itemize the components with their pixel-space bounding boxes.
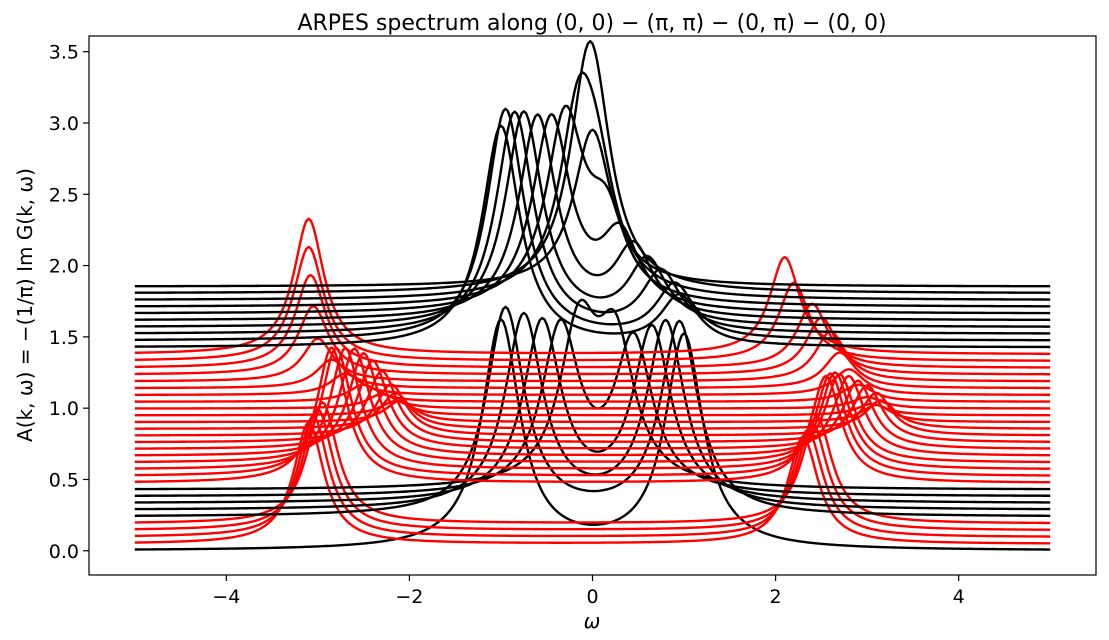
spectrum-curve-24 (134, 351, 1051, 390)
spectrum-curve-23 (134, 368, 1051, 396)
spectrum-curve-32 (134, 110, 1051, 335)
y-axis-ticks: 0.0 0.5 1.0 1.5 2.0 2.5 3.0 3.5 (49, 42, 89, 563)
spectrum-curve-8 (134, 318, 1051, 497)
spectrum-curve-26 (134, 304, 1051, 376)
spectrum-curve-38 (134, 40, 1051, 294)
spectrum-curve-33 (134, 110, 1051, 328)
chart-title: ARPES spectrum along (0, 0) − (π, π) − (… (297, 11, 886, 36)
spectrum-curve-22 (134, 383, 1051, 403)
spectrum-curve-9 (134, 298, 1051, 491)
spectrum-curve-35 (134, 112, 1051, 315)
spectrum-curve-30 (134, 124, 1051, 349)
x-tick-label: 0 (586, 586, 598, 608)
spectral-curves (134, 40, 1051, 551)
spectrum-curve-11 (134, 346, 1051, 477)
y-tick-label: 0.0 (49, 541, 79, 563)
spectrum-curve-31 (134, 107, 1051, 342)
y-tick-label: 0.5 (49, 469, 79, 491)
y-tick-label: 3.5 (49, 42, 79, 64)
spectrum-curve-16 (134, 369, 1051, 444)
spectrum-curve-25 (134, 330, 1051, 383)
spectrum-curve-10 (134, 346, 1051, 484)
spectrum-curve-37 (134, 71, 1051, 301)
x-tick-label: 2 (770, 586, 782, 608)
spectrum-curve-14 (134, 351, 1051, 457)
x-axis-ticks: −4 −2 0 2 4 (212, 575, 965, 608)
spectrum-curve-36 (134, 104, 1051, 308)
spectrum-curve-20 (134, 399, 1051, 417)
y-tick-label: 2.5 (49, 184, 79, 206)
spectrum-curve-1 (134, 421, 1051, 545)
spectrum-curve-4 (134, 401, 1051, 525)
x-axis-label: ω (584, 609, 601, 633)
spectrum-curve-5 (134, 305, 1051, 517)
spectrum-curve-34 (134, 113, 1051, 322)
spectrum-curve-39 (134, 128, 1051, 288)
y-tick-label: 3.0 (49, 113, 79, 135)
spectrum-curve-7 (134, 316, 1051, 504)
x-tick-label: 4 (953, 586, 965, 608)
spectrum-curve-0 (134, 318, 1051, 551)
spectrum-curve-13 (134, 347, 1051, 464)
spectrum-curve-17 (134, 383, 1051, 437)
x-tick-label: −2 (395, 586, 423, 608)
spectrum-curve-15 (134, 359, 1051, 450)
y-tick-label: 2.0 (49, 256, 79, 278)
spectrum-curve-12 (134, 346, 1051, 470)
y-axis-label: A(k, ω) = −(1/π) Im G(k, ω) (13, 168, 37, 442)
x-tick-label: −4 (212, 586, 240, 608)
spectrum-curve-19 (134, 399, 1051, 424)
spectrum-curve-18 (134, 391, 1051, 430)
y-tick-label: 1.5 (49, 327, 79, 349)
spectrum-curve-21 (134, 393, 1051, 410)
spectrum-curve-29 (134, 217, 1051, 355)
y-tick-label: 1.0 (49, 398, 79, 420)
